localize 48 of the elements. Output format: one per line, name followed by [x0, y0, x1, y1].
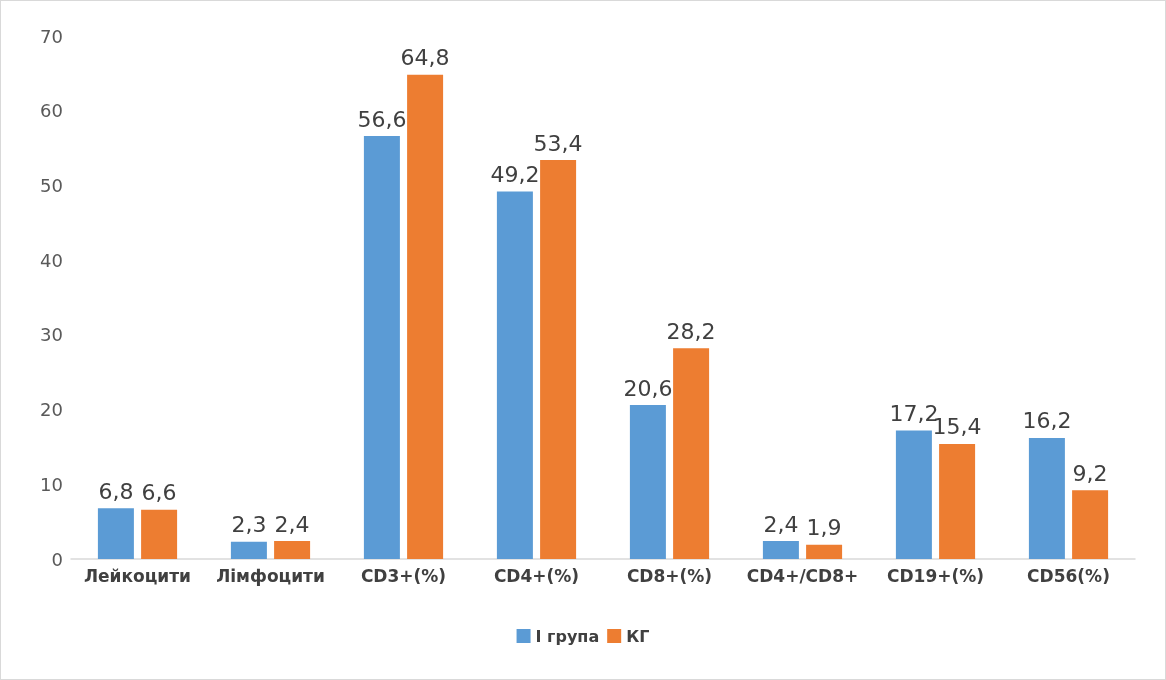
bar [496, 191, 533, 559]
bar [407, 74, 444, 559]
bar [673, 348, 710, 559]
data-label: 2,4 [274, 511, 310, 537]
bar [230, 541, 267, 559]
x-tick-label: CD56(%) [1027, 565, 1110, 586]
bar [895, 430, 932, 559]
y-tick-label: 40 [40, 249, 63, 271]
data-label: 28,2 [666, 318, 716, 344]
data-label: 56,6 [357, 106, 407, 132]
y-tick-label: 20 [40, 399, 63, 421]
data-label: 2,4 [763, 511, 799, 537]
bar [141, 509, 178, 559]
x-tick-label: Лімфоцити [216, 565, 325, 586]
bar [363, 136, 400, 559]
bar [762, 541, 799, 559]
y-tick-label: 70 [40, 25, 63, 47]
y-tick-label: 60 [40, 100, 63, 122]
bar [939, 443, 976, 559]
data-label: 9,2 [1072, 460, 1108, 486]
bar [1072, 490, 1109, 559]
y-tick-label: 0 [51, 548, 63, 570]
y-tick-label: 30 [40, 324, 63, 346]
data-label: 2,3 [231, 512, 267, 538]
bar [629, 405, 666, 559]
legend-label: КГ [626, 626, 650, 646]
legend-label: І група [535, 626, 600, 646]
data-label: 16,2 [1022, 408, 1072, 434]
bar [274, 541, 311, 559]
x-tick-label: CD3+(%) [360, 565, 447, 586]
data-label: 1,9 [806, 515, 842, 541]
bar [806, 544, 843, 559]
y-tick-label: 10 [40, 473, 63, 495]
bar [1028, 437, 1065, 559]
x-tick-label: CD4+/CD8+ [746, 565, 859, 586]
x-tick-label: CD4+(%) [493, 565, 580, 586]
data-label: 6,6 [141, 480, 177, 506]
bar [540, 160, 577, 559]
x-tick-label: Лейкоцити [83, 565, 192, 586]
y-tick-label: 50 [40, 174, 63, 196]
data-label: 64,8 [400, 45, 450, 71]
data-label: 6,8 [98, 478, 134, 504]
x-tick-label: CD19+(%) [886, 565, 985, 586]
x-tick-label: CD8+(%) [626, 565, 713, 586]
data-label: 49,2 [490, 161, 540, 187]
data-label: 20,6 [623, 375, 673, 401]
bar [97, 508, 134, 559]
data-label: 53,4 [533, 130, 583, 156]
